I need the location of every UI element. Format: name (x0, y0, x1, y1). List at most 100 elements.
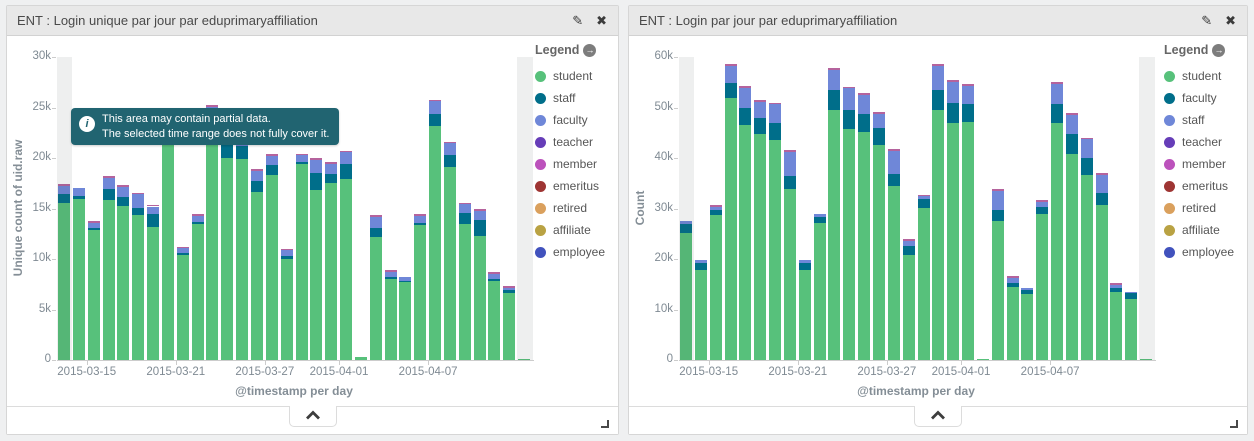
bar-segment-staff[interactable] (458, 213, 471, 224)
bar-segment-staff[interactable] (917, 196, 930, 200)
close-icon[interactable]: ✖ (596, 13, 607, 28)
bar-segment-other[interactable] (384, 269, 397, 272)
bar-2015-03-14[interactable] (694, 57, 707, 360)
bar-segment-faculty[interactable] (191, 216, 204, 223)
bar-segment-student[interactable] (739, 125, 752, 360)
bar-segment-other[interactable] (769, 102, 782, 105)
bar-2015-03-17[interactable] (117, 57, 130, 360)
bar-2015-03-23[interactable] (206, 57, 219, 360)
bar-segment-faculty[interactable] (724, 82, 737, 99)
bar-segment-student[interactable] (518, 358, 531, 360)
bar-segment-other[interactable] (102, 175, 115, 178)
bar-segment-faculty[interactable] (917, 199, 930, 208)
bar-segment-other[interactable] (473, 209, 486, 212)
bar-segment-other[interactable] (1051, 81, 1064, 84)
bar-2015-04-07[interactable] (429, 57, 442, 360)
bar-segment-faculty[interactable] (310, 159, 323, 173)
bar-segment-staff[interactable] (414, 223, 427, 225)
bar-2015-03-13[interactable] (680, 57, 692, 360)
bar-segment-other[interactable] (1006, 276, 1019, 278)
bar-segment-student[interactable] (1095, 204, 1108, 360)
bar-2015-03-31[interactable] (325, 57, 338, 360)
bar-segment-staff[interactable] (147, 213, 160, 227)
bar-segment-staff[interactable] (503, 289, 516, 294)
bar-segment-student[interactable] (458, 223, 471, 360)
bar-segment-faculty[interactable] (87, 222, 100, 228)
bar-2015-04-11[interactable] (488, 57, 501, 360)
bar-2015-03-15[interactable] (87, 57, 100, 360)
bar-2015-03-31[interactable] (947, 57, 960, 360)
bar-segment-other[interactable] (843, 86, 856, 89)
bar-2015-03-26[interactable] (872, 57, 885, 360)
bar-segment-other[interactable] (206, 104, 219, 107)
bar-segment-staff[interactable] (902, 241, 915, 246)
bar-segment-faculty[interactable] (58, 185, 70, 194)
bar-2015-03-13[interactable] (58, 57, 70, 360)
legend-item-teacher[interactable]: teacher (1164, 131, 1244, 153)
bar-segment-student[interactable] (858, 131, 871, 360)
bar-segment-faculty[interactable] (295, 155, 308, 163)
bar-segment-staff[interactable] (1036, 202, 1049, 207)
bar-2015-03-17[interactable] (739, 57, 752, 360)
bar-segment-other[interactable] (1080, 137, 1093, 140)
bar-segment-student[interactable] (680, 233, 692, 360)
bar-segment-other[interactable] (1095, 172, 1108, 175)
bar-segment-student[interactable] (473, 235, 486, 360)
legend-item-affiliate[interactable]: affiliate (535, 219, 615, 241)
bar-segment-other[interactable] (414, 214, 427, 217)
bar-segment-staff[interactable] (295, 162, 308, 165)
bar-segment-student[interactable] (769, 140, 782, 360)
bar-segment-faculty[interactable] (369, 217, 382, 228)
bar-segment-student[interactable] (236, 159, 249, 360)
bar-2015-04-02[interactable] (976, 57, 989, 360)
bar-segment-student[interactable] (694, 269, 707, 360)
bar-segment-staff[interactable] (828, 70, 841, 90)
bar-segment-faculty[interactable] (399, 277, 412, 281)
bar-segment-faculty[interactable] (265, 156, 278, 166)
bar-segment-student[interactable] (443, 167, 456, 360)
legend-item-staff[interactable]: staff (1164, 109, 1244, 131)
bar-segment-faculty[interactable] (147, 206, 160, 214)
bar-segment-faculty[interactable] (488, 273, 501, 280)
bar-segment-student[interactable] (724, 98, 737, 360)
bar-segment-other[interactable] (962, 84, 975, 87)
bar-segment-faculty[interactable] (473, 211, 486, 220)
bar-segment-other[interactable] (429, 99, 442, 102)
bar-segment-other[interactable] (1065, 112, 1078, 115)
bar-segment-faculty[interactable] (250, 171, 263, 182)
bar-segment-student[interactable] (1006, 286, 1019, 360)
legend-item-employee[interactable]: employee (535, 241, 615, 263)
bar-segment-student[interactable] (369, 236, 382, 360)
bar-segment-faculty[interactable] (813, 216, 826, 223)
bar-segment-student[interactable] (325, 183, 338, 360)
bar-segment-student[interactable] (1036, 213, 1049, 360)
bar-segment-faculty[interactable] (783, 175, 796, 189)
bar-segment-staff[interactable] (1095, 174, 1108, 193)
legend-item-employee[interactable]: employee (1164, 241, 1244, 263)
bar-segment-other[interactable] (503, 286, 516, 288)
bar-segment-other[interactable] (295, 153, 308, 156)
bar-2015-03-21[interactable] (798, 57, 811, 360)
legend-item-faculty[interactable]: faculty (1164, 87, 1244, 109)
bar-2015-03-18[interactable] (132, 57, 145, 360)
bar-segment-other[interactable] (176, 246, 189, 249)
bar-segment-staff[interactable] (813, 214, 826, 217)
legend-item-member[interactable]: member (1164, 153, 1244, 175)
bar-2015-03-15[interactable] (709, 57, 722, 360)
bar-2015-04-10[interactable] (1095, 57, 1108, 360)
bar-2015-04-05[interactable] (399, 57, 412, 360)
bar-2015-03-25[interactable] (858, 57, 871, 360)
bar-segment-faculty[interactable] (1080, 158, 1093, 175)
bar-2015-03-28[interactable] (280, 57, 293, 360)
bar-segment-student[interactable] (991, 220, 1004, 360)
bar-segment-faculty[interactable] (1051, 103, 1064, 123)
bar-segment-other[interactable] (250, 169, 263, 172)
bar-2015-04-09[interactable] (458, 57, 471, 360)
bar-segment-other[interactable] (488, 271, 501, 274)
bar-2015-04-04[interactable] (1006, 57, 1019, 360)
bar-2015-03-19[interactable] (147, 57, 160, 360)
bar-segment-faculty[interactable] (325, 163, 338, 175)
legend-item-emeritus[interactable]: emeritus (1164, 175, 1244, 197)
bar-segment-staff[interactable] (1065, 114, 1078, 135)
bar-segment-staff[interactable] (265, 165, 278, 176)
